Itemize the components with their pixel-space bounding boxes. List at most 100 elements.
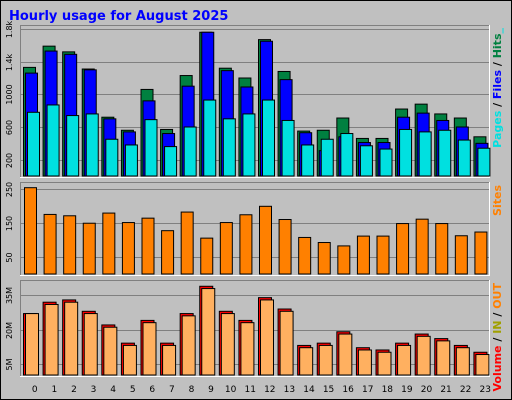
bar-pages	[418, 131, 432, 177]
y-tick-label: 5M	[5, 358, 14, 370]
bar-pages	[320, 138, 334, 177]
x-tick-label: 15	[323, 385, 334, 395]
bar-out	[260, 299, 274, 376]
bar-sites	[474, 231, 488, 275]
bar-out	[181, 315, 196, 376]
bar-sites	[82, 222, 96, 275]
bar-sites	[239, 214, 253, 275]
bars-hits-files-pages	[23, 31, 491, 177]
bar-out	[25, 313, 39, 376]
bar-pages	[66, 115, 80, 177]
legend-entry: /	[491, 99, 504, 111]
y-tick-label: 250	[5, 182, 14, 197]
panel-sites-bg	[20, 182, 490, 276]
bar-out	[103, 326, 118, 376]
bar-pages	[203, 99, 217, 177]
bar-out	[201, 288, 216, 376]
bar-pages	[281, 119, 295, 177]
bar-sites	[317, 242, 331, 275]
bar-sites	[298, 236, 312, 275]
bar-out	[397, 344, 412, 376]
bar-out	[220, 313, 235, 376]
y-tick-label: 1.4k	[5, 53, 14, 71]
bar-pages	[46, 104, 60, 177]
bar-sites	[141, 217, 155, 275]
legend-entry: Hits	[491, 33, 504, 58]
bar-pages	[399, 128, 413, 177]
x-tick-label: 8	[189, 385, 195, 395]
x-tick-label: 10	[225, 385, 237, 395]
legend-entry: /	[491, 58, 504, 70]
panel-volume-bg	[20, 280, 490, 377]
bar-pages	[457, 139, 471, 177]
y-tick-label: 35M	[5, 287, 14, 304]
bar-sites	[43, 213, 57, 275]
bar-pages	[222, 118, 236, 177]
x-tick-label: 5	[130, 385, 136, 395]
bar-sites	[259, 205, 272, 275]
x-tick-label: 3	[91, 385, 97, 395]
bar-out	[83, 313, 98, 376]
bar-out	[44, 303, 59, 376]
bar-out	[142, 322, 157, 376]
legend-entry: _	[491, 28, 504, 34]
legend-volume: Volume / IN / OUT	[491, 283, 504, 392]
bar-pages	[124, 144, 138, 177]
y-tick-label: 50	[5, 252, 14, 262]
y-tick-label: 600	[5, 120, 14, 135]
bar-out	[455, 347, 470, 376]
x-tick-label: 19	[401, 385, 413, 395]
y-tick-label: 20M	[5, 322, 14, 339]
legend-hits-files-pages: Pages / Files / Hits_	[491, 28, 504, 148]
bar-sites	[161, 230, 175, 275]
bar-out	[299, 347, 314, 376]
bar-pages	[85, 113, 99, 177]
bar-sites	[356, 235, 370, 275]
bar-pages	[164, 146, 178, 177]
bar-pages	[105, 138, 119, 177]
x-tick-label: 17	[362, 385, 373, 395]
bar-sites	[219, 222, 233, 275]
bar-pages	[301, 144, 315, 177]
bar-out	[279, 310, 294, 376]
x-tick-label: 14	[303, 385, 315, 395]
x-tick-label: 21	[440, 385, 451, 395]
bar-out	[64, 301, 79, 376]
panel-hits-files-pages: 200 600 1000 1.4k 1.8k	[5, 20, 491, 178]
bar-sites	[396, 223, 410, 275]
bar-pages	[438, 129, 452, 177]
legend-entry: Files	[491, 70, 504, 100]
x-tick-label: 7	[169, 385, 175, 395]
x-tick-label: 16	[342, 385, 354, 395]
bar-out	[436, 340, 451, 376]
bar-pages	[27, 111, 40, 177]
bar-sites	[435, 223, 449, 275]
bar-pages	[262, 99, 275, 177]
legend-entry: OUT	[491, 283, 504, 309]
bar-sites	[200, 237, 214, 275]
x-tick-label: 23	[479, 385, 490, 395]
x-tick-label: 6	[149, 385, 155, 395]
legend-entry: Sites	[491, 185, 504, 216]
x-tick-label: 20	[421, 385, 433, 395]
bar-out	[122, 344, 137, 376]
bar-pages	[359, 145, 373, 177]
bar-sites	[102, 212, 116, 275]
bar-pages	[477, 147, 491, 177]
panel-volume: 5M 20M 35M	[5, 280, 490, 377]
x-tick-label: 11	[244, 385, 255, 395]
bar-out	[162, 344, 177, 376]
bar-pages	[340, 133, 354, 177]
legend-entry: /	[491, 334, 504, 346]
bar-sites	[376, 235, 390, 275]
bar-pages	[379, 148, 393, 177]
legend-entry: Volume	[491, 345, 504, 391]
x-tick-label: 1	[52, 385, 58, 395]
bar-sites	[454, 235, 468, 275]
bar-out	[416, 335, 431, 376]
bar-pages	[183, 126, 197, 177]
bar-out	[377, 351, 392, 376]
y-tick-label: 1.8k	[5, 20, 14, 38]
x-tick-label: 22	[460, 385, 471, 395]
bar-sites	[180, 211, 194, 275]
